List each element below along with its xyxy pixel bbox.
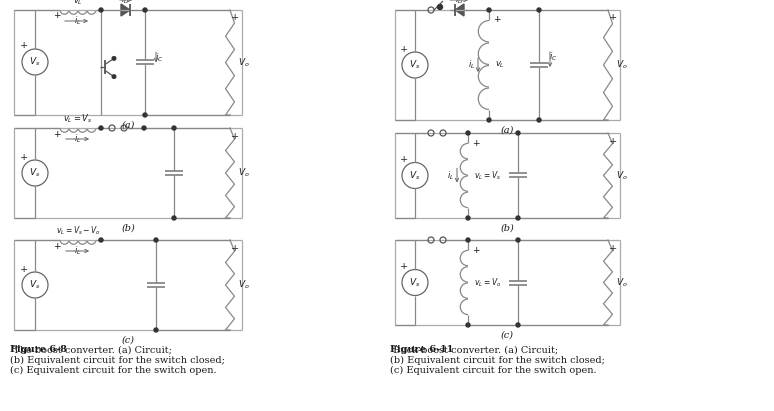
Polygon shape: [121, 4, 130, 16]
Text: $v_L = V_o$: $v_L = V_o$: [474, 276, 502, 289]
Text: $V_o$: $V_o$: [238, 167, 250, 179]
Text: +: +: [400, 262, 408, 271]
Text: $v_L = V_s$: $v_L = V_s$: [63, 113, 93, 125]
Text: $i_C$: $i_C$: [155, 51, 163, 64]
Text: $v_L = V_s - V_o$: $v_L = V_s - V_o$: [56, 225, 101, 237]
Text: $i_L$: $i_L$: [447, 169, 454, 182]
Text: (b): (b): [121, 224, 135, 233]
Text: $V_o$: $V_o$: [616, 169, 628, 182]
Circle shape: [172, 126, 176, 130]
Text: +: +: [472, 139, 480, 148]
Text: $i_L$: $i_L$: [74, 245, 81, 257]
Circle shape: [154, 238, 158, 242]
Text: Figure 6-8: Figure 6-8: [10, 345, 67, 354]
Text: $v_L$: $v_L$: [495, 60, 505, 70]
Circle shape: [112, 57, 116, 60]
Polygon shape: [455, 4, 464, 16]
Circle shape: [537, 8, 541, 12]
Text: +: +: [609, 136, 617, 145]
Circle shape: [516, 131, 520, 135]
Text: Buck-boost converter. (a) Circuit;
(b) Equivalent circuit for the switch closed;: Buck-boost converter. (a) Circuit; (b) E…: [390, 345, 604, 375]
Text: +: +: [400, 155, 408, 164]
Text: $V_o$: $V_o$: [616, 276, 628, 289]
Text: +: +: [53, 12, 60, 21]
Text: (c): (c): [501, 330, 514, 339]
Text: $i_D$: $i_D$: [121, 0, 129, 6]
Text: $V_s$: $V_s$: [409, 59, 421, 71]
Circle shape: [112, 75, 116, 79]
Text: $V_s$: $V_s$: [29, 279, 41, 291]
Circle shape: [172, 216, 176, 220]
Text: +: +: [609, 14, 617, 23]
Text: +: +: [231, 243, 239, 252]
Text: +: +: [20, 152, 28, 162]
Text: (b): (b): [501, 224, 515, 233]
Circle shape: [466, 216, 470, 220]
Text: +: +: [53, 129, 60, 139]
Text: +: +: [20, 42, 28, 51]
Text: $V_s$: $V_s$: [29, 167, 41, 179]
Text: +: +: [20, 265, 28, 273]
Text: $i_D$: $i_D$: [454, 0, 464, 6]
Text: $i_L$: $i_L$: [74, 15, 81, 27]
Text: +: +: [231, 14, 239, 23]
Circle shape: [466, 323, 470, 327]
Circle shape: [466, 238, 470, 242]
Circle shape: [516, 216, 520, 220]
Text: $i_L$: $i_L$: [467, 59, 475, 71]
Text: (a): (a): [122, 120, 135, 129]
Text: (a): (a): [501, 125, 514, 134]
Text: $V_o$: $V_o$: [616, 59, 628, 71]
Circle shape: [142, 126, 146, 130]
Text: $V_s$: $V_s$: [409, 169, 421, 182]
Circle shape: [99, 126, 103, 130]
Text: $i_C$: $i_C$: [549, 51, 557, 63]
Circle shape: [143, 8, 147, 12]
Text: $i_L$: $i_L$: [74, 133, 81, 145]
Text: $v_L$: $v_L$: [73, 0, 83, 7]
Text: The boost converter. (a) Circuit;
(b) Equivalent circuit for the switch closed;
: The boost converter. (a) Circuit; (b) Eq…: [10, 345, 225, 375]
Text: +: +: [400, 44, 408, 53]
Circle shape: [516, 323, 520, 327]
Circle shape: [487, 8, 491, 12]
Text: +: +: [472, 245, 480, 254]
Text: (c): (c): [122, 335, 135, 344]
Text: +: +: [53, 242, 60, 250]
Circle shape: [537, 118, 541, 122]
Text: +: +: [493, 16, 501, 25]
Text: $V_s$: $V_s$: [29, 56, 41, 68]
Circle shape: [487, 118, 491, 122]
Text: +: +: [609, 243, 617, 252]
Text: $v_L = V_s$: $v_L = V_s$: [474, 169, 501, 182]
Text: $V_o$: $V_o$: [238, 279, 250, 291]
Text: $V_o$: $V_o$: [238, 56, 250, 69]
Circle shape: [437, 5, 443, 9]
Text: +: +: [231, 132, 239, 141]
Circle shape: [99, 238, 103, 242]
Circle shape: [466, 131, 470, 135]
Circle shape: [154, 328, 158, 332]
Circle shape: [143, 113, 147, 117]
Text: Figure 6-11: Figure 6-11: [390, 345, 454, 354]
Text: $V_s$: $V_s$: [409, 276, 421, 289]
Circle shape: [99, 8, 103, 12]
Circle shape: [516, 238, 520, 242]
